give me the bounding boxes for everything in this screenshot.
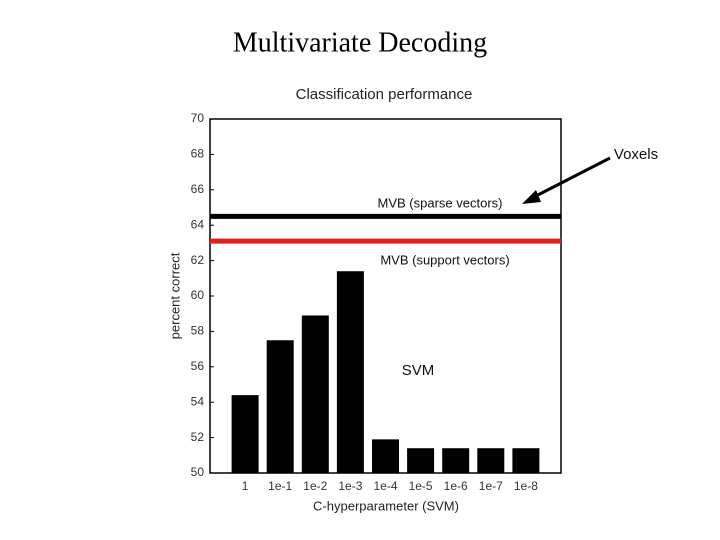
bar xyxy=(372,439,399,473)
bar xyxy=(336,271,364,473)
x-tick-label: 1e-4 xyxy=(373,479,397,493)
y-tick-label: 52 xyxy=(191,430,205,444)
x-tick-label: 1e-2 xyxy=(303,479,327,493)
y-tick-label: 62 xyxy=(191,253,205,267)
x-tick-label: 1e-6 xyxy=(444,479,468,493)
x-tick-label: 1e-7 xyxy=(479,479,503,493)
y-tick-label: 50 xyxy=(191,465,205,479)
y-tick-label: 60 xyxy=(191,288,205,302)
y-tick-label: 58 xyxy=(191,324,205,338)
x-tick-label: 1e-1 xyxy=(268,479,292,493)
y-tick-label: 70 xyxy=(191,111,205,125)
bar xyxy=(301,315,329,473)
x-axis-title: C-hyperparameter (SVM) xyxy=(313,498,459,513)
arrow-shaft xyxy=(531,156,611,200)
chart-title: Classification performance xyxy=(296,86,473,103)
x-tick-label: 1e-8 xyxy=(514,479,538,493)
y-tick-label: 56 xyxy=(191,359,205,373)
bar xyxy=(231,395,259,473)
y-tick-label: 54 xyxy=(191,394,205,408)
plot-frame xyxy=(209,118,562,474)
y-tick-label: 68 xyxy=(191,147,205,161)
bar xyxy=(442,448,470,473)
arrow-head xyxy=(522,190,541,204)
x-tick-label: 1 xyxy=(242,479,249,493)
annotation: MVB (support vectors) xyxy=(380,252,509,267)
annotation: MVB (sparse vectors) xyxy=(378,195,503,210)
bar xyxy=(512,448,540,473)
y-tick-label: 66 xyxy=(191,182,205,196)
annotation: Voxels xyxy=(614,146,658,163)
bar xyxy=(407,448,435,473)
x-tick-label: 1e-5 xyxy=(409,479,433,493)
y-tick-label: 64 xyxy=(191,217,205,231)
y-axis-title: percent correct xyxy=(167,252,182,339)
slide-title: Multivariate Decoding xyxy=(233,27,487,58)
bar xyxy=(477,448,505,473)
x-tick-label: 1e-3 xyxy=(338,479,362,493)
annotation: SVM xyxy=(402,362,435,379)
bar xyxy=(266,340,294,473)
